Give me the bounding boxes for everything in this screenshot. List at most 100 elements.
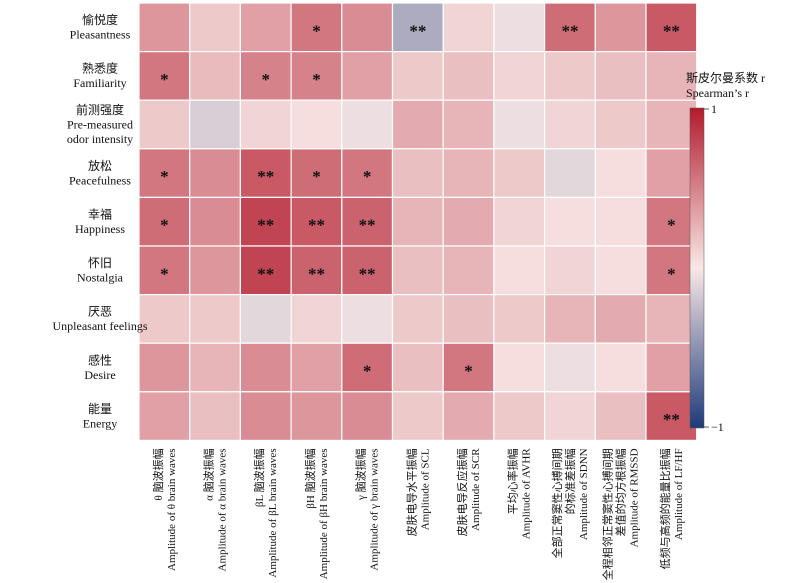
row-label-3-line-1: Peacefulness xyxy=(69,173,131,187)
heatmap-cell-r2-c8 xyxy=(543,99,596,150)
significance-mark-r3-c2: ** xyxy=(257,167,274,186)
significance-mark-r0-c5: ** xyxy=(409,21,426,40)
heatmap-cell-r8-c8 xyxy=(543,391,596,441)
heatmap-cell-r0-c9 xyxy=(594,2,647,53)
heatmap-cell-r1-c7 xyxy=(493,50,546,101)
row-label-1-line-0: 熟悉度 xyxy=(82,61,118,76)
column-label-2-line-0: βL 脑波振幅 xyxy=(252,448,266,507)
heatmap-cell-r5-c10 xyxy=(645,245,698,296)
significance-mark-r5-c4: ** xyxy=(359,264,376,283)
heatmap-cell-r4-c10 xyxy=(645,196,698,247)
significance-marks: * ** ** *** * ** ** * ** ** ** ** ** ** ** ** ** *** xyxy=(160,21,680,429)
heatmap-cell-r0-c7 xyxy=(493,2,546,53)
column-label-6-line-1: Amplitude of SCR xyxy=(470,448,482,531)
heatmap-cell-r0-c2 xyxy=(239,2,292,53)
row-label-2-line-2: odor intensity xyxy=(67,132,133,146)
heatmap-cell-r2-c1 xyxy=(189,99,241,150)
heatmap-cell-r4-c6 xyxy=(442,196,495,247)
column-label-1-line-0: α 脑波振幅 xyxy=(202,448,216,501)
row-label-4-line-1: Happiness xyxy=(75,222,125,236)
heatmap-cell-r2-c4 xyxy=(341,99,394,150)
heatmap-cell-r5-c9 xyxy=(594,245,647,296)
heatmap-cell-r1-c6 xyxy=(442,50,495,101)
colorbar-tick-label-max: 1 xyxy=(711,102,717,116)
heatmap-cell-r4-c5 xyxy=(391,196,444,247)
heatmap-cell-r8-c2 xyxy=(239,391,292,441)
row-label-8-line-1: Energy xyxy=(83,416,117,430)
heatmap-cell-r4-c1 xyxy=(189,196,241,247)
heatmap-cell-r4-c8 xyxy=(543,196,596,247)
heatmap-cell-r4-c2 xyxy=(239,196,292,247)
heatmap-cell-r1-c4 xyxy=(341,50,394,101)
heatmap-cell-r2-c10 xyxy=(645,99,698,150)
column-label-7-line-1: Amplitude of AVHR xyxy=(521,448,533,540)
heatmap-cell-r3-c6 xyxy=(442,148,495,199)
heatmap-cell-r7-c0 xyxy=(138,342,191,393)
heatmap-cell-r1-c9 xyxy=(594,50,647,101)
heatmap-cell-r7-c1 xyxy=(189,342,241,393)
significance-mark-r4-c10: * xyxy=(667,216,676,235)
column-label-0-line-1: Amplitude of θ brain waves xyxy=(166,448,178,571)
heatmap-cell-r2-c5 xyxy=(391,99,444,150)
row-label-2-line-1: Pre-measured xyxy=(67,118,133,132)
heatmap-cell-r5-c3 xyxy=(290,245,343,296)
heatmap-cell-r4-c9 xyxy=(594,196,647,247)
heatmap-cell-r7-c10 xyxy=(645,342,698,393)
column-label-10-line-0: 低频与高频的能量比振幅 xyxy=(658,448,672,569)
heatmap-cell-r7-c9 xyxy=(594,342,647,393)
heatmap-cell-r0-c4 xyxy=(341,2,394,53)
heatmap-cell-r3-c4 xyxy=(341,148,394,199)
heatmap-cell-r3-c10 xyxy=(645,148,698,199)
column-labels: θ 脑波振幅 Amplitude of θ brain waves α 脑波振幅 Am… xyxy=(151,448,685,581)
heatmap-cell-r6-c9 xyxy=(594,294,647,344)
heatmap-cell-r5-c6 xyxy=(442,245,495,296)
heatmap-cell-r6-c1 xyxy=(189,294,241,344)
heatmap-cell-r0-c3 xyxy=(290,2,343,53)
heatmap-cell-r8-c4 xyxy=(341,391,394,441)
heatmap-cell-r5-c7 xyxy=(493,245,546,296)
heatmap-cell-r8-c0 xyxy=(138,391,191,441)
row-label-2-line-0: 前测强度 xyxy=(76,102,124,117)
heatmap-cell-r8-c6 xyxy=(442,391,495,441)
heatmap-cell-r7-c2 xyxy=(239,342,292,393)
significance-mark-r4-c2: ** xyxy=(257,216,274,235)
heatmap-cell-r8-c9 xyxy=(594,391,647,441)
heatmap-cell-r6-c4 xyxy=(341,294,394,344)
row-label-7-line-1: Desire xyxy=(84,368,115,382)
significance-mark-r4-c0: * xyxy=(160,216,169,235)
heatmap-cell-r3-c2 xyxy=(239,148,292,199)
heatmap-cell-r2-c9 xyxy=(594,99,647,150)
heatmap-cell-r5-c5 xyxy=(391,245,444,296)
heatmap-cell-r6-c3 xyxy=(290,294,343,344)
heatmap-cell-r7-c5 xyxy=(391,342,444,393)
row-label-6-line-1: Unpleasant feelings xyxy=(53,319,148,333)
colorbar-title-zh: 斯皮尔曼系数 r xyxy=(686,70,765,85)
heatmap-cell-r5-c4 xyxy=(341,245,394,296)
significance-mark-r3-c0: * xyxy=(160,167,169,186)
colorbar-title-en: Spearman’s r xyxy=(686,86,749,100)
heatmap-cell-r6-c5 xyxy=(391,294,444,344)
column-label-4-line-0: γ 脑波振幅 xyxy=(354,448,368,501)
column-label-7-line-0: 平均心率振幅 xyxy=(506,448,520,514)
column-label-3-line-0: βH 脑波振幅 xyxy=(303,448,317,508)
colorbar-gradient xyxy=(689,107,705,429)
heatmap-cell-r4-c4 xyxy=(341,196,394,247)
heatmap-cell-r6-c2 xyxy=(239,294,292,344)
row-label-7-line-0: 感性 xyxy=(88,352,112,367)
heatmap-cell-r3-c7 xyxy=(493,148,546,199)
column-label-4-line-1: Amplitude of γ brain waves xyxy=(369,448,381,570)
heatmap-cell-r3-c8 xyxy=(543,148,596,199)
significance-mark-r3-c3: * xyxy=(312,167,321,186)
column-label-8-line-2: Amplitude of SDNN xyxy=(578,448,590,540)
heatmap-cell-r1-c1 xyxy=(189,50,241,101)
significance-mark-r5-c10: * xyxy=(667,264,676,283)
heatmap-cell-r5-c1 xyxy=(189,245,241,296)
significance-mark-r1-c0: * xyxy=(160,70,169,89)
row-label-0-line-0: 愉悦度 xyxy=(82,12,118,27)
heatmap-cell-r5-c8 xyxy=(543,245,596,296)
heatmap-cell-r0-c6 xyxy=(442,2,495,53)
heatmap-cell-r2-c7 xyxy=(493,99,546,150)
heatmap-cell-r7-c8 xyxy=(543,342,596,393)
significance-mark-r7-c4: * xyxy=(363,362,372,381)
